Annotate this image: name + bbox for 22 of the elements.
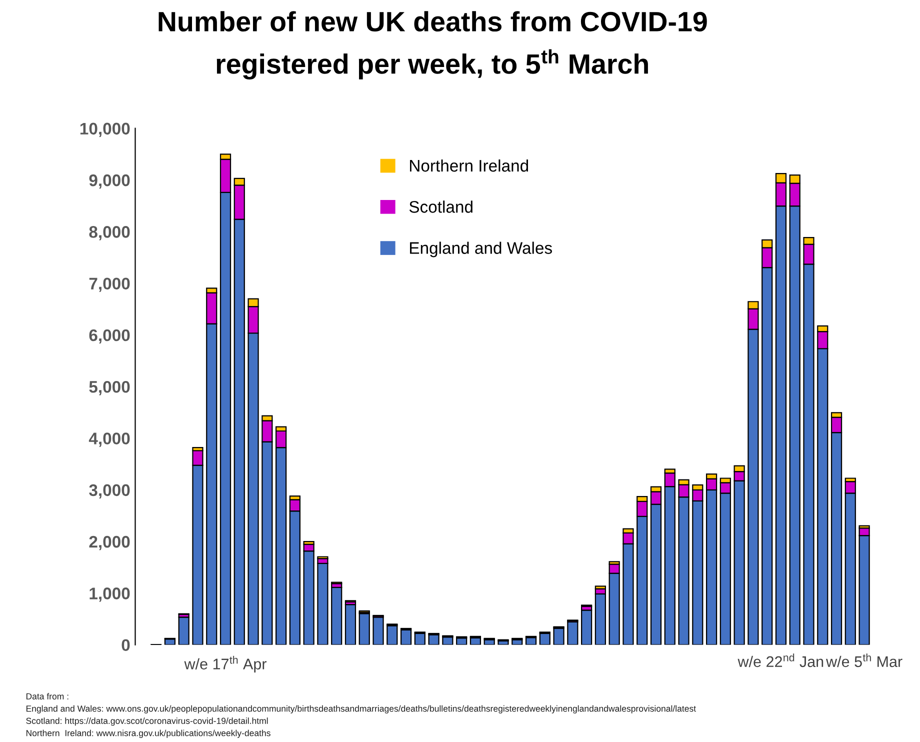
text: England and Wales: www.ons.gov.uk/peoplepopulationandcommunity/birthsdeathsandmarriages/deaths/bulletins/deathsregisteredweeklyinenglandandwalesprovisional/latest (26, 705, 696, 714)
text: Data from : (26, 693, 68, 700)
chart-title: Number of new UK deaths from COVID-19 registered per week, to 5$^{th}$ March (158, 11, 707, 80)
x-tick-label: w/e 17$^{th}$ Apr (184, 656, 266, 672)
y-tick-label: 3,000 (89, 484, 130, 498)
text: Scotland: https://data.gov.scot/coronavirus-covid-19/detail.html (26, 718, 268, 726)
y-tick-label: 2,000 (89, 536, 130, 550)
y-tick-label: 4,000 (88, 432, 130, 447)
y-tick-label: 1,000 (90, 588, 130, 602)
text: Northern Ireland: www.nisra.gov.uk/publications/weekly-deaths (26, 730, 270, 738)
x-tick-label: w/e 5$^{th}$ Mar (826, 654, 902, 668)
y-tick-label: 9,000 (89, 174, 130, 189)
legend-label: Northern Ireland (410, 159, 528, 172)
y-tick-label: 5,000 (89, 380, 130, 396)
y-tick-label: 8,000 (89, 226, 130, 240)
y-tick-label: 0 (122, 639, 130, 651)
y-tick-label: 7,000 (89, 278, 130, 292)
y-tick-label: 6,000 (89, 329, 130, 344)
legend-label: Scotland (409, 200, 472, 213)
y-tick-label: 10,000 (80, 122, 130, 137)
legend-label: England and Wales (410, 242, 552, 258)
x-tick-label: w/e 22$^{nd}$ Jan (738, 654, 824, 668)
